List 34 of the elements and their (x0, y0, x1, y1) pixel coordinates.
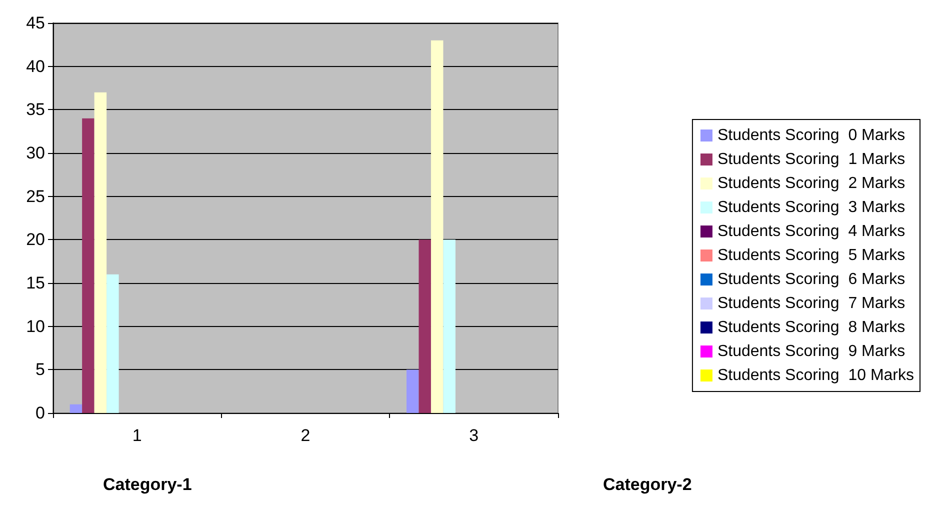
y-tick-label: 35 (26, 100, 45, 120)
y-tick-label: 5 (36, 360, 45, 380)
legend-label: Students Scoring 3 Marks (717, 199, 906, 216)
text: Category-2 (603, 475, 692, 494)
bar (70, 404, 82, 413)
bar (82, 118, 94, 413)
y-tick-label: 15 (26, 274, 45, 292)
bar (94, 92, 107, 413)
y-tick-label: 0 (36, 404, 45, 422)
bar (406, 370, 419, 413)
text: Category-1 (103, 475, 192, 494)
legend-label: Students Scoring 6 Marks (717, 271, 906, 288)
legend-label: Students Scoring 5 Marks (717, 247, 906, 264)
x-tick-label: 1 (132, 426, 142, 445)
legend-label: Students Scoring 10 Marks (717, 367, 914, 384)
legend-label: Students Scoring 0 Marks (717, 127, 906, 144)
y-tick-label: 25 (26, 186, 45, 206)
legend-label: Students Scoring 4 Marks (717, 223, 906, 240)
bar (106, 274, 119, 413)
y-tick-label: 30 (26, 144, 45, 162)
y-tick-label: 45 (26, 14, 45, 32)
x-tick-label: 3 (469, 426, 479, 445)
legend-label: Students Scoring 8 Marks (717, 319, 906, 336)
legend-label: Students Scoring 1 Marks (717, 151, 906, 168)
legend-label: Students Scoring 9 Marks (717, 343, 906, 360)
x-tick-label: 2 (300, 426, 310, 445)
y-tick-label: 20 (26, 230, 45, 250)
bar (430, 40, 444, 413)
bar (418, 240, 431, 413)
bar (443, 240, 456, 413)
legend-label: Students Scoring 2 Marks (717, 175, 906, 192)
y-tick-label: 40 (26, 56, 45, 76)
y-tick-label: 10 (26, 316, 45, 336)
legend-label: Students Scoring 7 Marks (717, 295, 906, 312)
